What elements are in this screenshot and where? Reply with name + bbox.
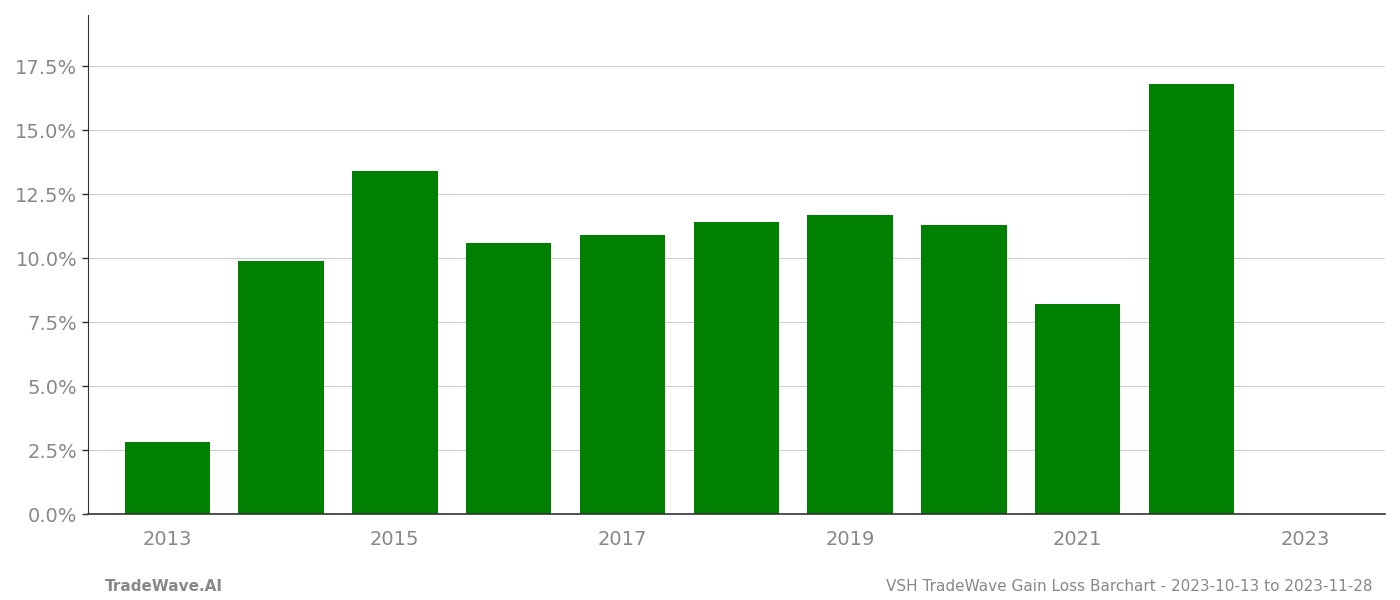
Bar [238, 260, 323, 514]
Bar [1035, 304, 1120, 514]
Bar [125, 442, 210, 514]
Bar [580, 235, 665, 514]
Bar [353, 171, 438, 514]
Text: TradeWave.AI: TradeWave.AI [105, 579, 223, 594]
Text: VSH TradeWave Gain Loss Barchart - 2023-10-13 to 2023-11-28: VSH TradeWave Gain Loss Barchart - 2023-… [885, 579, 1372, 594]
Bar [693, 222, 778, 514]
Bar [1149, 84, 1235, 514]
Bar [466, 243, 552, 514]
Bar [808, 215, 893, 514]
Bar [921, 225, 1007, 514]
